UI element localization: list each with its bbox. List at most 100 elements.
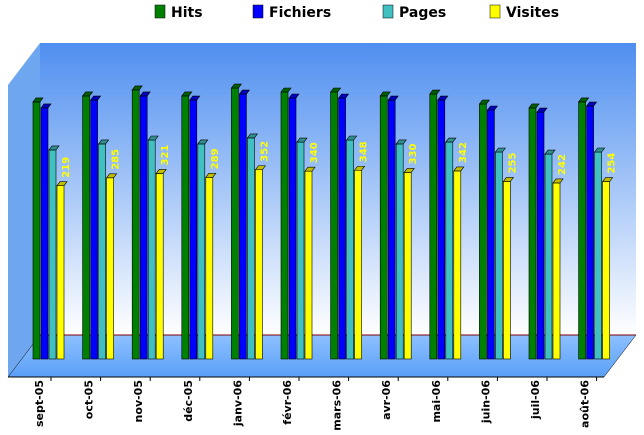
legend-label: Visites [506,5,559,21]
legend-swatch [489,4,501,19]
bar-top [254,165,266,171]
bar [495,151,503,360]
bar-top [280,87,292,93]
bar [139,95,148,360]
bar-top [81,91,94,97]
legend-label: Fichiers [269,5,331,21]
bar [197,143,206,360]
bar [544,153,553,360]
value-label: 348 [359,141,370,162]
bar-top [429,89,441,95]
bar-top [601,177,614,182]
x-tick-label: nov-05 [132,380,145,422]
legend-swatch [382,4,394,19]
bar [181,95,190,360]
bar-top [56,181,68,187]
x-tick-label: juil-06 [529,380,542,420]
bar [247,137,255,360]
bar-top [437,95,449,101]
bar [48,149,57,360]
x-tick-label: mai-06 [430,380,443,423]
bar [106,177,114,360]
bar-top [387,95,399,101]
value-label: 242 [557,154,568,175]
bar [296,141,305,360]
bar-top [155,169,167,174]
bar-top [403,168,415,173]
bar [338,97,346,360]
bar-top [238,89,250,95]
bar-top [346,135,358,141]
bar-top [105,173,118,179]
bar [231,87,239,360]
bar [429,93,438,360]
bar-top [445,137,457,143]
bar [437,99,446,360]
bar-top [181,91,193,97]
bar [304,170,313,360]
bar [445,141,454,360]
bar-top [585,101,598,107]
bar-top [48,145,60,151]
bar [528,107,537,360]
bar-top [230,83,242,89]
bar-top [338,93,350,99]
bar [594,151,602,360]
bar-top [494,147,506,153]
bar-top [139,91,151,97]
bar-top [89,95,102,101]
bar [155,173,164,360]
bar-top [330,87,342,93]
value-label: 321 [160,145,171,166]
bar-top [395,139,407,145]
bar-top [246,133,258,139]
bar-top [453,166,465,172]
bar [90,99,98,360]
bar [82,95,90,360]
x-tick-label: juin-06 [479,380,492,424]
legend-label: Hits [171,5,203,21]
bar [189,99,198,360]
bar [387,99,396,360]
bar [503,181,511,360]
bar [280,91,289,360]
bar-top [97,139,110,145]
bar-top [205,173,217,178]
bar [552,182,561,360]
bar [586,105,594,360]
x-tick-label: sept-05 [33,380,46,427]
value-label: 219 [61,157,72,178]
value-label: 254 [607,153,618,174]
bar [205,177,214,360]
bar [536,111,545,360]
bar-top [593,147,606,153]
bar [453,170,462,360]
bar-top [32,97,44,103]
legend-label: Pages [399,5,446,21]
bar [602,181,610,360]
bar [239,93,247,360]
value-label: 352 [259,141,270,162]
bar-top [502,177,515,182]
x-tick-label: janv-06 [231,380,244,427]
bar [255,169,263,360]
value-label: 255 [507,152,518,173]
x-tick-label: août-06 [579,380,592,428]
bar [578,101,586,360]
bar [98,143,106,360]
bar-top [147,135,159,141]
bar [395,143,404,360]
bar [288,97,297,360]
bar-top [577,97,590,103]
bar-top [379,91,391,97]
value-label: 330 [408,143,419,164]
bar-top [528,103,540,109]
x-tick-label: oct-05 [83,380,96,419]
bar [330,91,338,360]
bar [131,89,140,360]
bar [147,139,156,360]
value-label: 289 [210,148,221,169]
bar-top [552,178,564,184]
bar [403,172,412,360]
bar [32,101,41,360]
